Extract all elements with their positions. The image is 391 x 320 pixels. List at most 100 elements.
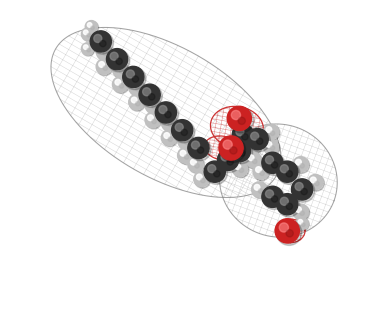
Circle shape — [256, 167, 261, 172]
Circle shape — [294, 205, 310, 221]
Circle shape — [271, 196, 278, 202]
Circle shape — [129, 94, 144, 110]
Circle shape — [254, 184, 260, 190]
Circle shape — [195, 172, 210, 188]
Circle shape — [291, 179, 313, 200]
Circle shape — [162, 131, 178, 147]
Circle shape — [233, 125, 256, 148]
Circle shape — [238, 117, 246, 124]
Circle shape — [227, 159, 233, 165]
Circle shape — [188, 157, 203, 172]
Circle shape — [94, 35, 102, 43]
Circle shape — [91, 26, 94, 30]
Circle shape — [82, 28, 95, 41]
Circle shape — [156, 103, 179, 125]
Circle shape — [119, 84, 124, 88]
Circle shape — [219, 150, 241, 172]
Circle shape — [254, 165, 270, 181]
Circle shape — [230, 147, 237, 154]
Circle shape — [180, 136, 186, 141]
Circle shape — [190, 159, 196, 165]
Circle shape — [115, 79, 121, 85]
Circle shape — [155, 102, 176, 123]
Circle shape — [248, 155, 254, 161]
Circle shape — [286, 203, 292, 210]
Circle shape — [286, 230, 293, 237]
Circle shape — [131, 97, 137, 103]
Circle shape — [165, 111, 171, 118]
Circle shape — [195, 164, 199, 168]
Circle shape — [147, 100, 153, 106]
Circle shape — [270, 146, 275, 150]
Circle shape — [116, 58, 122, 65]
Circle shape — [189, 139, 211, 161]
Circle shape — [146, 98, 161, 114]
Circle shape — [232, 161, 248, 176]
Circle shape — [264, 140, 280, 156]
Circle shape — [246, 153, 262, 169]
Circle shape — [236, 128, 244, 136]
Circle shape — [123, 66, 144, 88]
Circle shape — [233, 144, 241, 152]
Circle shape — [85, 20, 97, 33]
Circle shape — [246, 138, 262, 154]
Circle shape — [264, 139, 278, 154]
Circle shape — [298, 220, 303, 224]
Circle shape — [82, 44, 95, 56]
Circle shape — [308, 175, 325, 191]
Circle shape — [162, 116, 178, 132]
Circle shape — [83, 30, 88, 35]
Circle shape — [253, 164, 268, 179]
Circle shape — [81, 43, 93, 55]
Circle shape — [110, 52, 118, 60]
Circle shape — [124, 68, 146, 90]
Circle shape — [293, 157, 308, 172]
Circle shape — [294, 157, 310, 173]
Circle shape — [201, 178, 205, 183]
Circle shape — [103, 66, 108, 70]
Circle shape — [172, 120, 193, 141]
Circle shape — [113, 63, 129, 79]
Circle shape — [168, 137, 173, 141]
Circle shape — [136, 87, 140, 91]
Circle shape — [275, 219, 300, 243]
Circle shape — [293, 204, 308, 219]
Circle shape — [278, 162, 300, 184]
Circle shape — [100, 40, 106, 47]
Circle shape — [252, 183, 268, 198]
Circle shape — [248, 140, 254, 146]
Circle shape — [217, 149, 239, 171]
Circle shape — [115, 65, 121, 70]
Circle shape — [178, 134, 194, 150]
Circle shape — [96, 59, 111, 74]
Circle shape — [246, 138, 261, 153]
Circle shape — [97, 60, 113, 76]
Circle shape — [129, 81, 145, 96]
Circle shape — [279, 223, 289, 232]
Circle shape — [208, 165, 216, 173]
Circle shape — [129, 80, 144, 95]
Circle shape — [280, 197, 288, 205]
Circle shape — [296, 207, 301, 212]
Circle shape — [99, 62, 104, 67]
Circle shape — [146, 113, 161, 129]
Circle shape — [161, 130, 176, 145]
Circle shape — [296, 217, 308, 229]
Circle shape — [266, 141, 272, 147]
Circle shape — [185, 140, 189, 144]
Circle shape — [97, 45, 113, 61]
Circle shape — [139, 84, 160, 105]
Circle shape — [276, 220, 302, 245]
Circle shape — [231, 110, 240, 120]
Circle shape — [220, 137, 246, 163]
Circle shape — [230, 141, 253, 164]
Circle shape — [106, 49, 127, 70]
Circle shape — [205, 162, 228, 184]
Circle shape — [180, 150, 186, 156]
Circle shape — [81, 28, 93, 40]
Circle shape — [178, 148, 194, 164]
Circle shape — [251, 182, 267, 197]
Circle shape — [286, 171, 292, 177]
Circle shape — [228, 108, 254, 133]
Circle shape — [263, 187, 285, 210]
